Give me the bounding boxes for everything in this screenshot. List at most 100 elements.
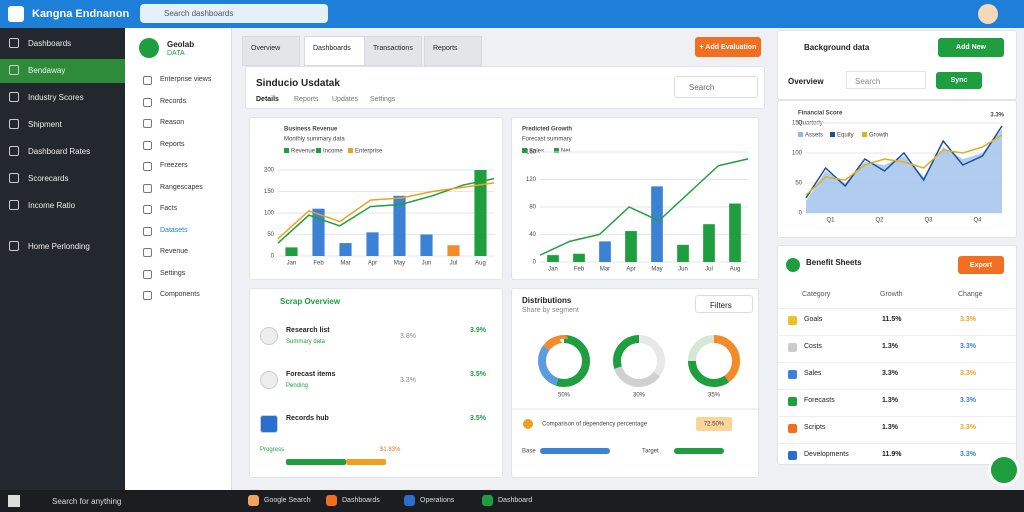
- subnav-item[interactable]: Datasets: [160, 226, 188, 234]
- avatar[interactable]: [978, 4, 998, 24]
- table-cell: 3.3%: [960, 397, 976, 404]
- taskbar-search[interactable]: Search for anything: [52, 497, 122, 506]
- table-cell: 11.5%: [882, 316, 902, 323]
- subnav-icon: [143, 226, 152, 236]
- header-subtab[interactable]: Details: [256, 96, 279, 103]
- subnav-item[interactable]: Reason: [160, 119, 185, 126]
- chart-subtitle: Forecast summary: [522, 137, 572, 143]
- task-item[interactable]: Operations: [420, 497, 455, 504]
- row-icon: [260, 327, 278, 345]
- nav-item[interactable]: Shipment: [28, 120, 62, 129]
- y-tick-label: 50: [267, 232, 274, 238]
- donut-card: Distributions Share by segment Filters 5…: [511, 288, 760, 478]
- scrap-title: Scrap Overview: [280, 297, 341, 306]
- subnav-icon: [143, 291, 152, 300]
- legend-label: Base: [522, 449, 536, 455]
- donut-label: 50%: [558, 393, 571, 399]
- legend-swatch: [522, 148, 527, 153]
- legend-label: Assets: [805, 133, 823, 139]
- subnav-icon: [143, 183, 152, 193]
- y-tick-label: 0: [533, 260, 537, 266]
- subnav-item[interactable]: Settings: [160, 269, 186, 277]
- bar: [366, 232, 379, 256]
- row-divider: [778, 389, 1016, 390]
- add-button[interactable]: Add New: [938, 38, 1004, 57]
- subnav-item[interactable]: Freezers: [160, 162, 188, 169]
- sync-button[interactable]: Sync: [936, 72, 982, 89]
- x-tick-label: Jul: [450, 261, 458, 267]
- bar: [677, 244, 689, 262]
- x-tick-label: Jun: [422, 261, 432, 267]
- table-cell: Scripts: [804, 424, 826, 431]
- donut-segment: [538, 335, 590, 387]
- filter-button[interactable]: Filters: [695, 295, 753, 313]
- subnav-item[interactable]: Reports: [160, 140, 185, 148]
- x-tick-label: May: [394, 261, 405, 267]
- tab[interactable]: Dashboards: [304, 36, 370, 66]
- x-tick-label: Q4: [973, 218, 982, 224]
- table-cell: 1.3%: [882, 424, 898, 431]
- nav-item[interactable]: Home Perlonding: [28, 242, 90, 251]
- task-item[interactable]: Google Search: [264, 497, 311, 504]
- subnav-icon: [143, 162, 152, 171]
- bar: [420, 234, 433, 256]
- table-header: Category: [802, 291, 831, 298]
- nav-item[interactable]: Industry Scores: [28, 93, 84, 102]
- row-icon: [788, 451, 797, 460]
- action-button[interactable]: + Add Evaluation: [695, 37, 761, 57]
- right-search[interactable]: Search: [846, 71, 926, 89]
- subnav-item[interactable]: Records: [160, 97, 187, 105]
- y-tick-label: 120: [526, 177, 537, 183]
- header-search[interactable]: Search: [674, 76, 758, 98]
- donut-segment: [688, 335, 740, 387]
- task-icon: [404, 495, 415, 506]
- header-subtab[interactable]: Settings: [370, 96, 396, 103]
- row-icon: [260, 371, 278, 389]
- header-subtab[interactable]: Updates: [332, 96, 359, 103]
- nav-item[interactable]: Scorecards: [28, 174, 69, 183]
- row-sub: Pending: [286, 383, 309, 389]
- donuts: 50% 30% 35% Comparison of dependency percen…: [512, 335, 760, 455]
- nav-item[interactable]: Income Ratio: [28, 201, 76, 210]
- y-tick-label: 150: [264, 189, 275, 195]
- legend-swatch: [554, 148, 559, 153]
- right-top-card: Background data Add New Overview Search …: [777, 30, 1017, 100]
- nav-icon: [9, 65, 19, 75]
- subnav-item[interactable]: Rangescapes: [160, 183, 203, 191]
- line: [805, 125, 1003, 199]
- compare-bar: [674, 448, 724, 454]
- tab[interactable]: Transactions: [364, 36, 422, 66]
- subnav-item[interactable]: Revenue: [160, 248, 189, 255]
- chart-card: Business Revenue Monthly summary data Reve…: [249, 117, 503, 280]
- task-item[interactable]: Dashboards: [342, 497, 380, 504]
- task-item[interactable]: Dashboard: [498, 497, 533, 504]
- brand: Kangna Endnanon: [32, 8, 130, 20]
- header-subtab[interactable]: Reports: [294, 96, 319, 103]
- subnav-item[interactable]: Facts: [160, 205, 178, 212]
- nav-item[interactable]: Dashboard Rates: [28, 147, 91, 156]
- row-name: Records hub: [286, 415, 329, 422]
- progress-value: $1.83%: [380, 447, 401, 453]
- header-title: Sinducio Usdatak: [256, 78, 340, 89]
- subnav-item[interactable]: Components: [160, 291, 200, 298]
- donut-label: 30%: [633, 393, 646, 399]
- legend-swatch: [798, 132, 803, 137]
- task-icon: [248, 495, 259, 506]
- tab[interactable]: Overview: [242, 36, 300, 66]
- fab[interactable]: [988, 454, 1020, 486]
- row-icon: [788, 316, 797, 325]
- search-box[interactable]: Search dashboards: [140, 4, 328, 23]
- task-icon: [326, 495, 337, 506]
- y-tick-label: 50: [795, 181, 802, 187]
- row-divider: [778, 308, 1016, 309]
- tab[interactable]: Reports: [424, 36, 482, 66]
- export-button[interactable]: Export: [958, 256, 1004, 274]
- row-value: 3.3%: [400, 377, 416, 384]
- row-icon: [788, 343, 797, 352]
- nav-item[interactable]: Bendaway: [28, 66, 66, 75]
- start-button[interactable]: [8, 495, 20, 507]
- subnav-item[interactable]: Enterprise views: [160, 76, 212, 83]
- nav-item[interactable]: Dashboards: [28, 39, 72, 48]
